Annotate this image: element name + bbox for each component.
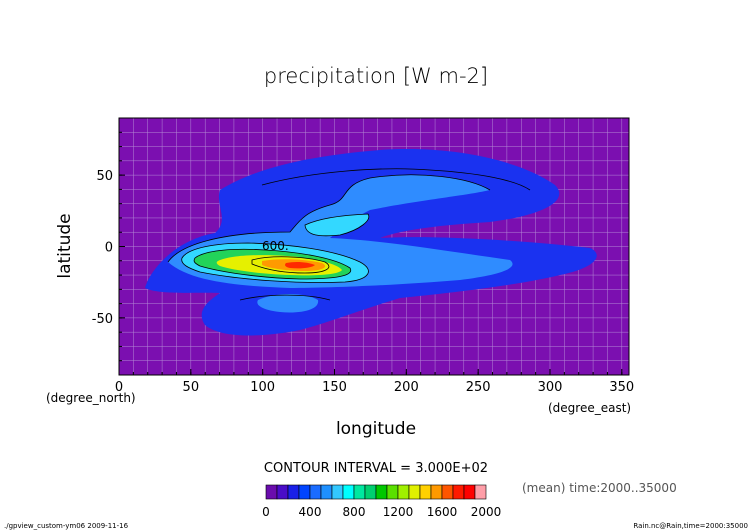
x-axis-units: (degree_east) bbox=[548, 401, 631, 415]
x-tick-label: 150 bbox=[322, 380, 347, 395]
contour-line-1500 bbox=[251, 256, 330, 274]
colorbar-swatch bbox=[287, 484, 300, 500]
contour-region-red bbox=[285, 261, 315, 269]
colorbar-swatch bbox=[276, 484, 289, 500]
colorbar-swatch bbox=[353, 484, 366, 500]
contour-line-300 bbox=[167, 174, 491, 263]
colorbar-tick-label: 1600 bbox=[427, 505, 458, 519]
y-tick-label: -50 bbox=[92, 312, 113, 327]
colorbar-tick-label: 800 bbox=[343, 505, 366, 519]
contour-lines bbox=[167, 168, 531, 301]
colorbar bbox=[265, 484, 487, 500]
colorbar-tick-label: 0 bbox=[262, 505, 270, 519]
contour-line-900 bbox=[193, 248, 352, 280]
colorbar-tick-label: 2000 bbox=[471, 505, 502, 519]
footer-right: Rain.nc@Rain,time=2000:35000 bbox=[633, 522, 748, 530]
colorbar-swatch bbox=[320, 484, 333, 500]
mean-text: (mean) time:2000..35000 bbox=[522, 481, 677, 495]
colorbar-swatch bbox=[408, 484, 421, 500]
x-axis: 0 50 100 150 200 250 300 350 bbox=[115, 369, 634, 395]
plot-area: 600. bbox=[118, 117, 630, 376]
x-axis-label: longitude bbox=[336, 419, 416, 439]
colorbar-swatch bbox=[474, 484, 487, 500]
contour-line-600 bbox=[181, 242, 369, 283]
x-tick-label: 300 bbox=[538, 380, 563, 395]
colorbar-swatch bbox=[386, 484, 399, 500]
colorbar-swatch bbox=[441, 484, 454, 500]
chart-title: precipitation [W m-2] bbox=[264, 64, 488, 88]
colorbar-swatch bbox=[309, 484, 322, 500]
colorbar-swatch bbox=[430, 484, 443, 500]
footer-left: ./gpview_custom-ym06 2009-11-16 bbox=[4, 522, 129, 530]
contour-line-south bbox=[239, 294, 331, 301]
y-tick-label: 50 bbox=[96, 169, 113, 184]
colorbar-swatch bbox=[463, 484, 476, 500]
colorbar-swatch bbox=[364, 484, 377, 500]
x-tick-label: 250 bbox=[466, 380, 491, 395]
contour-fills bbox=[145, 149, 597, 336]
colorbar-swatch bbox=[397, 484, 410, 500]
y-axis-units: (degree_north) bbox=[46, 391, 136, 405]
x-tick-label: 0 bbox=[115, 380, 123, 395]
contour-region-lightblue-south bbox=[257, 294, 319, 313]
contour-label: 600. bbox=[262, 239, 289, 253]
x-tick-label: 350 bbox=[609, 380, 634, 395]
contour-interval-text: CONTOUR INTERVAL = 3.000E+02 bbox=[264, 461, 488, 476]
colorbar-swatch bbox=[265, 484, 278, 500]
y-axis-label: latitude bbox=[55, 213, 75, 278]
contour-line-north-cyan bbox=[304, 213, 370, 237]
colorbar-swatch bbox=[452, 484, 465, 500]
x-tick-label: 200 bbox=[394, 380, 419, 395]
colorbar-swatch bbox=[298, 484, 311, 500]
y-tick-label: 0 bbox=[105, 241, 113, 256]
colorbar-tick-label: 1200 bbox=[383, 505, 414, 519]
colorbar-swatch bbox=[331, 484, 344, 500]
colorbar-swatch bbox=[419, 484, 432, 500]
y-axis: 50 0 -50 bbox=[92, 131, 125, 362]
contour-line-north bbox=[261, 168, 531, 191]
colorbar-tick-labels: 0 400 800 1200 1600 2000 bbox=[262, 505, 501, 519]
colorbar-swatch bbox=[342, 484, 355, 500]
x-tick-label: 50 bbox=[183, 380, 200, 395]
x-tick-label: 100 bbox=[250, 380, 275, 395]
colorbar-swatch bbox=[375, 484, 388, 500]
colorbar-tick-label: 400 bbox=[299, 505, 322, 519]
